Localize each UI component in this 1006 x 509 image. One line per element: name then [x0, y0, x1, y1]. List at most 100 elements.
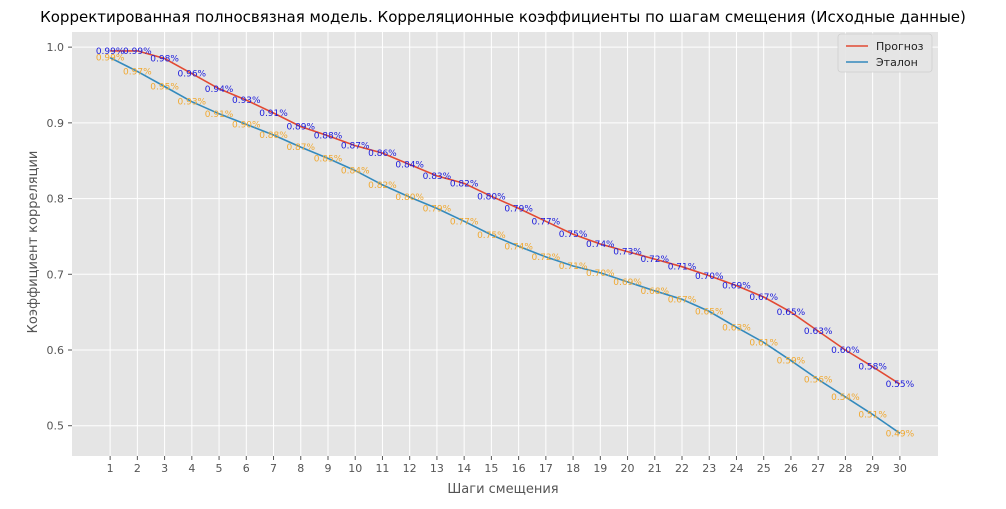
x-tick-label: 7	[270, 462, 277, 475]
data-label: 0.49%	[886, 429, 915, 439]
legend-label: Эталон	[876, 56, 918, 69]
data-label: 0.90%	[232, 120, 261, 130]
x-tick-label: 14	[457, 462, 471, 475]
data-label: 0.84%	[341, 167, 370, 177]
data-label: 0.72%	[640, 255, 669, 265]
plot-background	[72, 32, 938, 456]
x-tick-label: 27	[811, 462, 825, 475]
x-tick-label: 23	[702, 462, 716, 475]
data-label: 0.63%	[722, 323, 751, 333]
x-tick-label: 29	[866, 462, 880, 475]
data-label: 0.70%	[695, 272, 724, 282]
data-label: 0.67%	[668, 295, 697, 305]
x-tick-label: 12	[403, 462, 417, 475]
x-tick-label: 3	[161, 462, 168, 475]
x-tick-label: 13	[430, 462, 444, 475]
data-label: 0.68%	[640, 287, 669, 297]
data-label: 0.55%	[886, 380, 915, 390]
data-label: 0.99%	[96, 54, 125, 64]
data-label: 0.63%	[804, 327, 833, 337]
data-label: 0.71%	[559, 262, 588, 272]
y-tick-label: 1.0	[47, 41, 65, 54]
data-label: 0.69%	[613, 278, 642, 288]
x-tick-label: 4	[188, 462, 195, 475]
data-label: 0.72%	[532, 253, 561, 263]
x-tick-label: 30	[893, 462, 907, 475]
data-label: 0.79%	[504, 204, 533, 214]
data-label: 0.84%	[395, 161, 424, 171]
y-tick-label: 0.8	[47, 193, 65, 206]
data-label: 0.99%	[96, 47, 125, 57]
series-layer	[109, 50, 901, 434]
data-label: 0.71%	[668, 263, 697, 273]
data-label: 0.87%	[286, 143, 315, 153]
data-label: 0.73%	[613, 248, 642, 258]
data-label: 0.95%	[150, 83, 179, 93]
legend-label: Прогноз	[876, 40, 924, 53]
data-label: 0.54%	[831, 393, 860, 403]
x-tick-label: 19	[593, 462, 607, 475]
data-label: 0.79%	[423, 204, 452, 214]
data-label: 0.60%	[831, 346, 860, 356]
data-label: 0.51%	[858, 410, 887, 420]
data-label: 0.56%	[804, 376, 833, 386]
data-label: 0.89%	[286, 123, 315, 133]
y-tick-label: 0.7	[47, 268, 65, 281]
data-label: 0.88%	[259, 131, 288, 141]
data-label: 0.82%	[450, 179, 479, 189]
legend: Прогноз Эталон	[837, 33, 933, 73]
x-tick-label: 17	[539, 462, 553, 475]
data-label: 0.69%	[722, 282, 751, 292]
data-label: 0.98%	[150, 55, 179, 65]
data-label: 0.74%	[504, 242, 533, 252]
series-line-2	[109, 56, 901, 434]
x-tick-label: 28	[838, 462, 852, 475]
data-label: 0.96%	[178, 70, 207, 80]
data-label: 0.94%	[205, 85, 234, 95]
data-label: 0.80%	[395, 193, 424, 203]
data-label: 0.91%	[205, 110, 234, 120]
x-tick-label: 8	[297, 462, 304, 475]
x-tick-label: 16	[512, 462, 526, 475]
data-label: 0.97%	[123, 67, 152, 77]
data-label: 0.82%	[368, 181, 397, 191]
data-label: 0.83%	[423, 172, 452, 182]
data-label: 0.74%	[586, 240, 615, 250]
chart-title: Корректированная полносвязная модель. Ко…	[40, 8, 966, 26]
data-label: 0.86%	[368, 149, 397, 159]
x-tick-label: 10	[348, 462, 362, 475]
grid-layer	[72, 32, 938, 456]
series-line-1	[110, 50, 901, 385]
x-tick-label: 22	[675, 462, 689, 475]
data-label: 0.77%	[532, 217, 561, 227]
x-tick-label: 6	[243, 462, 250, 475]
data-label: 0.93%	[178, 98, 207, 108]
x-tick-label: 5	[216, 462, 223, 475]
x-tick-label: 21	[648, 462, 662, 475]
x-tick-label: 2	[134, 462, 141, 475]
data-label: 0.93%	[232, 96, 261, 106]
data-label-layer: 0.99%0.99%0.98%0.96%0.94%0.93%0.91%0.89%…	[96, 47, 915, 439]
data-label: 0.65%	[777, 308, 806, 318]
y-tick-label: 0.6	[47, 344, 65, 357]
x-tick-label: 20	[621, 462, 635, 475]
x-tick-label: 9	[324, 462, 331, 475]
x-axis-label: Шаги смещения	[447, 482, 558, 497]
x-tick-label: 11	[375, 462, 389, 475]
y-axis-label: Коэффициент корреляции	[26, 151, 41, 334]
y-tick-label: 0.5	[47, 420, 65, 433]
data-label: 0.75%	[477, 231, 506, 241]
data-label: 0.59%	[777, 357, 806, 367]
data-label: 0.91%	[259, 109, 288, 119]
data-label: 0.85%	[314, 154, 343, 164]
data-label: 0.70%	[586, 269, 615, 279]
data-label: 0.99%	[123, 47, 152, 57]
data-label: 0.65%	[695, 307, 724, 317]
x-tick-label: 15	[484, 462, 498, 475]
data-label: 0.67%	[749, 293, 778, 303]
data-label: 0.58%	[858, 363, 887, 373]
x-tick-label: 24	[729, 462, 743, 475]
data-label: 0.75%	[559, 230, 588, 240]
